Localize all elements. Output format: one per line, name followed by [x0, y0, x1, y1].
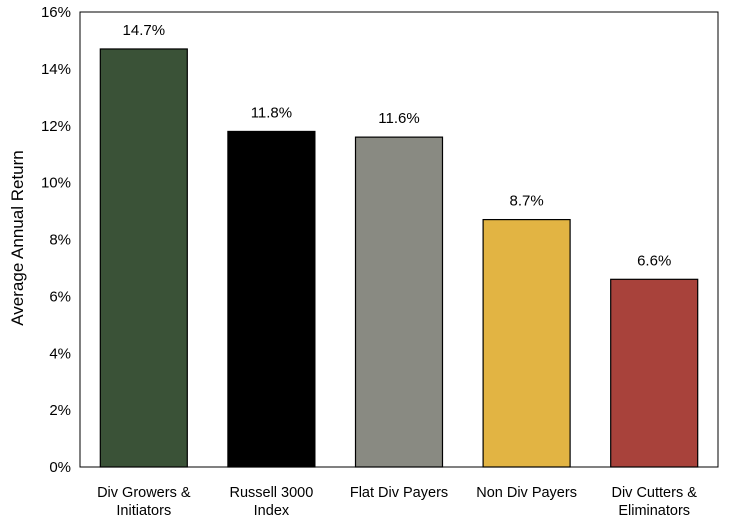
y-tick-label: 12%	[41, 118, 71, 135]
y-tick-label: 2%	[49, 402, 71, 419]
y-tick-label: 16%	[41, 4, 71, 21]
x-category-label: Non Div Payers	[476, 485, 577, 501]
y-axis-title: Average Annual Return	[8, 150, 27, 325]
y-tick-label: 0%	[49, 459, 71, 476]
data-label: 11.6%	[378, 110, 419, 127]
data-label: 6.6%	[637, 252, 671, 269]
x-category-label: Flat Div Payers	[350, 485, 448, 501]
bar	[610, 278, 699, 468]
data-labels: 14.7% 11.8% 11.6% 8.7% 6.6%	[123, 22, 672, 269]
data-label: 8.7%	[509, 193, 543, 210]
x-category-label: Russell 3000 Index	[229, 485, 313, 519]
data-label: 11.8%	[251, 104, 292, 121]
data-label: 14.7%	[123, 22, 166, 39]
y-tick-label: 10%	[41, 175, 71, 192]
y-tick-label: 4%	[49, 345, 71, 362]
y-tick-label: 8%	[49, 232, 71, 249]
bar	[354, 136, 444, 468]
x-axis-category-labels: Div Growers & Initiators Russell 3000 Index…	[97, 485, 697, 519]
bar	[99, 48, 188, 468]
y-tick-label: 6%	[49, 288, 71, 305]
bar	[482, 218, 571, 468]
y-tick-label: 14%	[41, 61, 71, 78]
y-axis-ticks: 0% 2% 4% 6% 8% 10% 12% 14% 16%	[41, 4, 71, 476]
x-category-label: Div Cutters & Eliminators	[611, 485, 697, 519]
bar	[227, 130, 316, 468]
bars	[99, 48, 699, 468]
x-category-label: Div Growers & Initiators	[97, 485, 191, 519]
